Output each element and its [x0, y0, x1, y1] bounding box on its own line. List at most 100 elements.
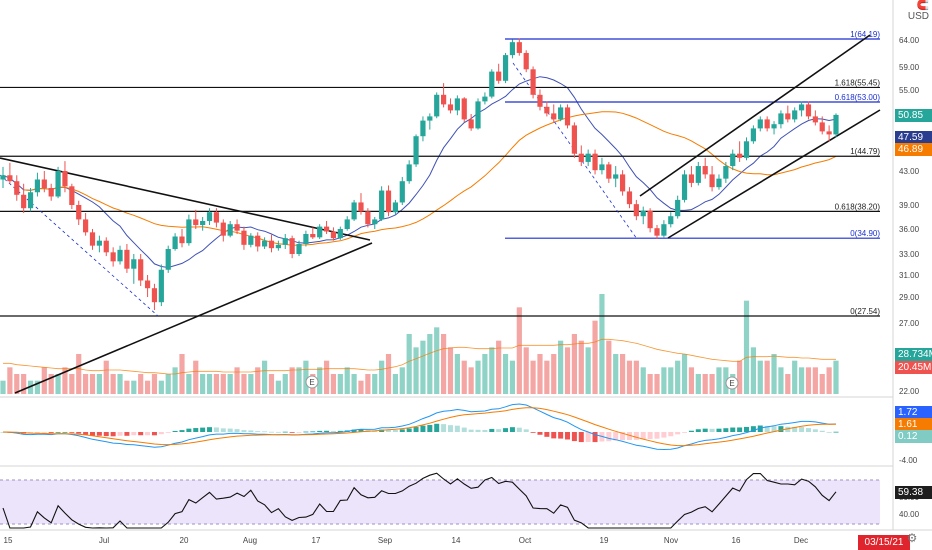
- earnings-marker-label: E: [309, 378, 314, 387]
- volume-bar: [303, 360, 309, 394]
- volume-bar: [489, 347, 495, 394]
- volume-bar: [454, 354, 460, 394]
- candle-body: [434, 94, 440, 117]
- macd-hist-bar: [441, 424, 447, 432]
- volume-bar: [124, 380, 130, 394]
- macd-hist-bar: [799, 427, 805, 432]
- macd-hist-bar: [647, 432, 653, 439]
- candle-body: [365, 211, 371, 225]
- candle-body: [633, 204, 639, 217]
- macd-hist-bar: [399, 429, 405, 432]
- volume-bar: [193, 360, 199, 394]
- macd-hist-bar: [737, 427, 743, 432]
- volume-bar: [737, 360, 743, 394]
- candle-body: [337, 229, 343, 239]
- macd-hist-bar: [482, 429, 488, 432]
- candle-body: [647, 210, 653, 229]
- fib-level-label: 0(27.54): [850, 307, 880, 316]
- volume-bar: [551, 354, 557, 394]
- candle-body: [613, 174, 619, 179]
- macd-hist-bar: [750, 426, 756, 432]
- candle-body: [723, 166, 729, 179]
- volume-bar: [392, 374, 399, 394]
- price-axis-tick: 55.00: [899, 86, 920, 95]
- macd-hist-bar: [551, 432, 557, 439]
- volume-bar: [681, 354, 688, 394]
- volume-bar: [613, 354, 619, 394]
- candle-body: [124, 249, 130, 269]
- candle-body: [626, 191, 633, 205]
- trendline: [0, 157, 371, 241]
- volume-bar: [805, 367, 812, 394]
- macd-hist-bar: [523, 429, 529, 432]
- candle-body: [819, 122, 825, 132]
- macd-hist-bar: [661, 432, 667, 438]
- macd-hist-bar: [83, 432, 89, 435]
- candle-body: [702, 166, 708, 175]
- ma-slow-line: [23, 111, 837, 246]
- volume-bar: [7, 367, 13, 394]
- candle-body: [358, 202, 364, 212]
- candle-body: [158, 269, 164, 303]
- macd-hist-bar: [702, 428, 708, 432]
- time-axis-tick: 20: [180, 536, 189, 545]
- volume-bar: [172, 367, 178, 394]
- candle-body: [771, 124, 777, 129]
- candle-body: [468, 119, 474, 129]
- price-axis-tick: 29.00: [899, 293, 920, 302]
- price-axis-tick: 36.00: [899, 225, 920, 234]
- candle-body: [392, 202, 399, 213]
- candle-body: [248, 235, 254, 245]
- volume-bar: [344, 367, 350, 394]
- trendline: [639, 34, 871, 197]
- candle-body: [785, 113, 791, 120]
- volume-bar: [468, 367, 474, 394]
- volume-bar: [482, 354, 488, 394]
- volume-bar: [186, 374, 192, 394]
- volume-bar: [62, 367, 68, 394]
- candle-body: [551, 113, 557, 120]
- currency-label: 🧲 USD: [907, 0, 929, 22]
- volume-bar: [165, 374, 171, 394]
- candle-body: [385, 190, 392, 213]
- candle-body: [131, 259, 137, 269]
- ma-fast-line: [2, 76, 837, 269]
- volume-bar: [785, 374, 791, 394]
- time-axis-tick: 14: [452, 536, 461, 545]
- magnet-icon[interactable]: 🧲: [916, 0, 929, 11]
- candle-body: [675, 199, 681, 217]
- volume-bar: [385, 354, 392, 394]
- volume-bar: [750, 347, 756, 394]
- macd-hist-bar: [668, 432, 674, 437]
- candle-body: [172, 236, 178, 249]
- macd-hist-bar: [626, 432, 632, 440]
- candle-body: [516, 42, 522, 53]
- candle-body: [482, 96, 488, 102]
- macd-line: [2, 403, 837, 451]
- volume-bar: [434, 327, 440, 394]
- candle-body: [447, 104, 454, 111]
- volume-bar: [330, 374, 337, 394]
- macd-hist-bar: [475, 429, 481, 432]
- earnings-marker-label: E: [729, 379, 734, 388]
- candle-body: [509, 42, 516, 56]
- volume-bar: [626, 360, 633, 394]
- volume-bar: [14, 374, 20, 394]
- macd-hist-bar: [145, 432, 151, 436]
- candle-body: [34, 179, 41, 193]
- volume-bar: [764, 360, 770, 394]
- macd-hist-bar: [447, 425, 453, 432]
- volume-bar: [227, 374, 233, 394]
- candle-body: [21, 194, 27, 209]
- candle-body: [268, 240, 275, 249]
- candle-body: [716, 178, 722, 188]
- macd-hist-bar: [695, 429, 701, 432]
- rsi-label: 59.38: [895, 486, 932, 499]
- candle-body: [0, 175, 6, 180]
- gear-icon[interactable]: ⚙: [906, 531, 918, 545]
- volume-bar: [158, 380, 164, 394]
- price-axis-tick: 59.00: [899, 63, 920, 72]
- macd-hist-bar: [289, 432, 295, 433]
- volume-bar: [103, 360, 109, 394]
